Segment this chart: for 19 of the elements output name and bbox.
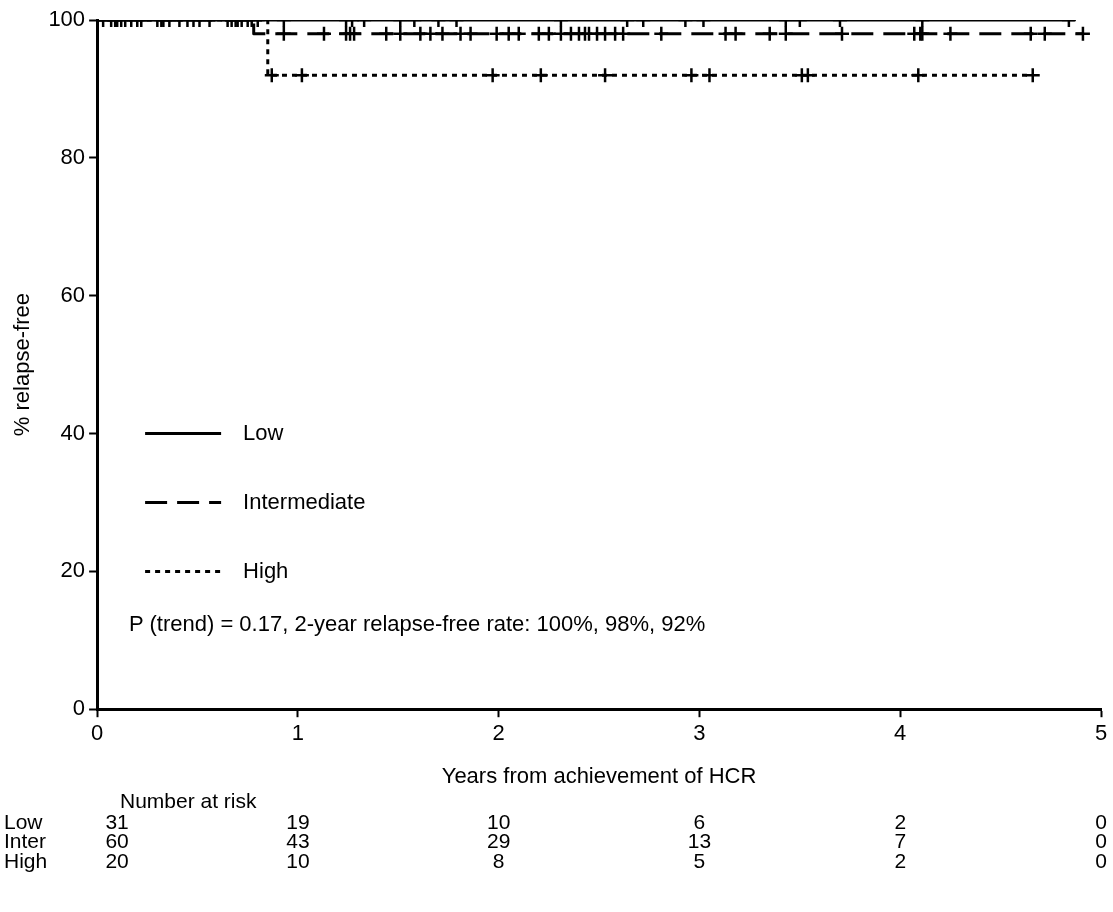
y-tick-label: 20 (60, 557, 86, 583)
text: Number at risk (120, 788, 258, 812)
y-tick-label: 60 (60, 281, 86, 307)
y-tick-label: 100 (48, 6, 86, 32)
y-tick-label: 40 (60, 419, 86, 445)
x-tick-label: 3 (693, 720, 706, 746)
x-tick-label: 2 (492, 720, 505, 746)
legend-label: High (243, 557, 289, 583)
y-tick-label: 80 (60, 143, 86, 169)
y-tick-label: 0 (72, 695, 86, 721)
x-tick-label: 0 (90, 720, 104, 746)
legend-label: Low (243, 419, 284, 445)
x-tick-label: 1 (291, 720, 305, 746)
x-tick-label: 4 (894, 720, 907, 746)
legend-label: Intermediate (243, 488, 366, 514)
x-axis-title: Years from achievement of HCR (441, 762, 757, 788)
y-axis-title: % relapse-free (9, 293, 35, 437)
x-tick-label: 5 (1094, 720, 1108, 746)
annotation: P (trend) = 0.17, 2-year relapse-free rate: 100%, 98%, 92% (129, 611, 706, 637)
